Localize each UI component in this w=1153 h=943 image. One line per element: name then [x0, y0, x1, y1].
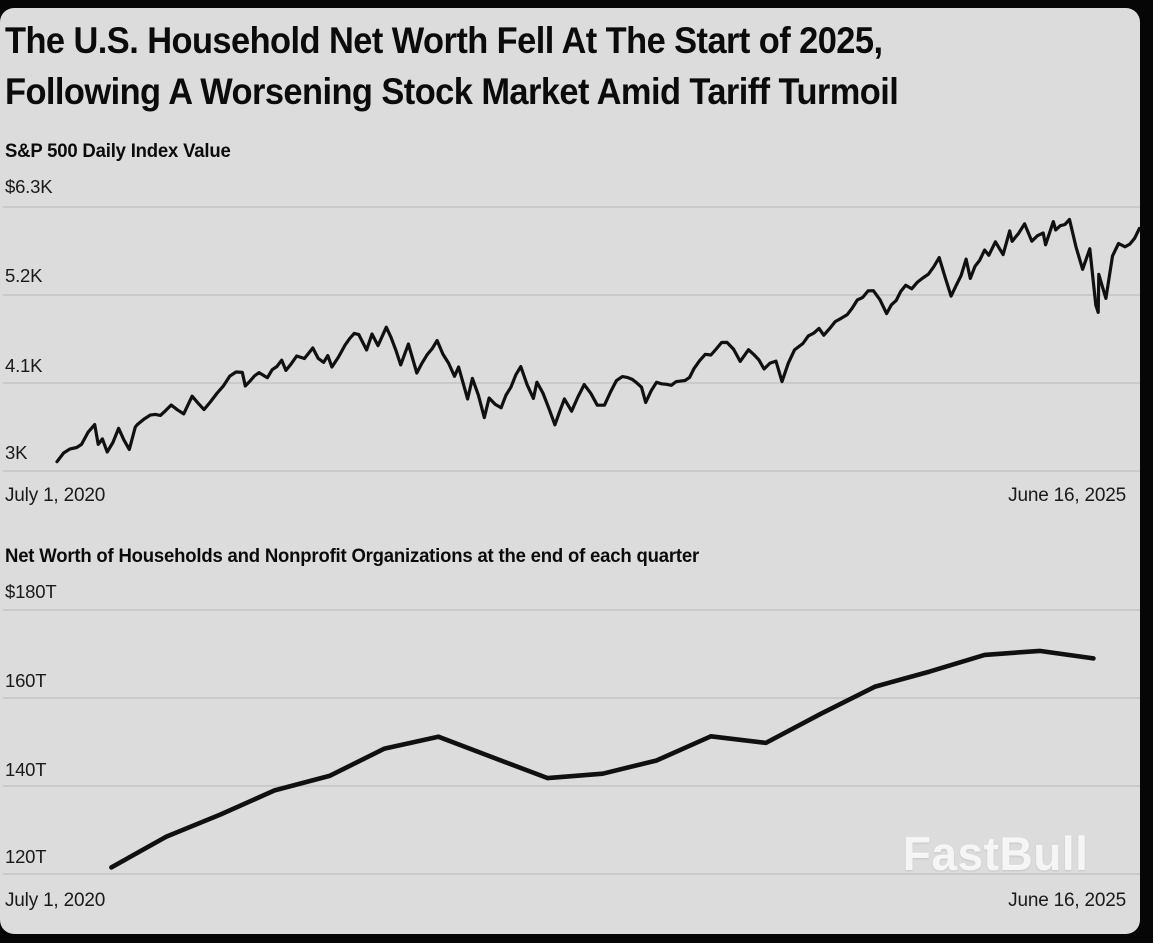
fastbull-watermark: FastBull	[902, 827, 1088, 880]
sp500-ytick-3000: 3K	[5, 442, 28, 463]
networth-ytick-120: 120T	[5, 846, 47, 867]
networth-xlabel-start: July 1, 2020	[5, 890, 106, 911]
networth-xlabel-end: June 16, 2025	[1008, 890, 1126, 911]
chart-card: The U.S. Household Net Worth Fell At The…	[0, 8, 1140, 934]
networth-ytick-140: 140T	[5, 759, 47, 780]
networth-ytick-180: $180T	[5, 581, 57, 602]
sp500-ytick-5200: 5.2K	[5, 265, 43, 286]
sp500-ytick-4100: 4.1K	[5, 355, 43, 376]
sp500-xlabel-start: July 1, 2020	[5, 485, 106, 506]
sp500-xlabel-end: June 16, 2025	[1008, 485, 1126, 506]
networth-chart-title: Net Worth of Households and Nonprofit Or…	[5, 545, 699, 567]
page-title-line-1: The U.S. Household Net Worth Fell At The…	[5, 20, 883, 61]
charts-canvas	[3, 206, 1140, 875]
page-title-line-2: Following A Worsening Stock Market Amid …	[5, 71, 899, 112]
net_worth-series-line	[109, 648, 1096, 870]
sp500-ytick-6300: $6.3K	[5, 176, 53, 197]
sp500-chart-title: S&P 500 Daily Index Value	[5, 140, 231, 162]
networth-ytick-160: 160T	[5, 670, 47, 691]
sp500-series-line	[55, 217, 1140, 464]
